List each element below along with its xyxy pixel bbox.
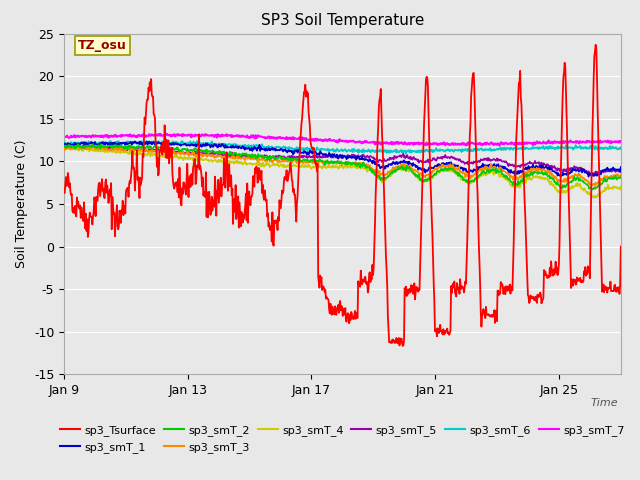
Text: Time: Time	[590, 398, 618, 408]
Title: SP3 Soil Temperature: SP3 Soil Temperature	[260, 13, 424, 28]
Text: TZ_osu: TZ_osu	[78, 39, 127, 52]
Y-axis label: Soil Temperature (C): Soil Temperature (C)	[15, 140, 28, 268]
Legend: sp3_Tsurface, sp3_smT_1, sp3_smT_2, sp3_smT_3, sp3_smT_4, sp3_smT_5, sp3_smT_6, : sp3_Tsurface, sp3_smT_1, sp3_smT_2, sp3_…	[56, 421, 629, 457]
